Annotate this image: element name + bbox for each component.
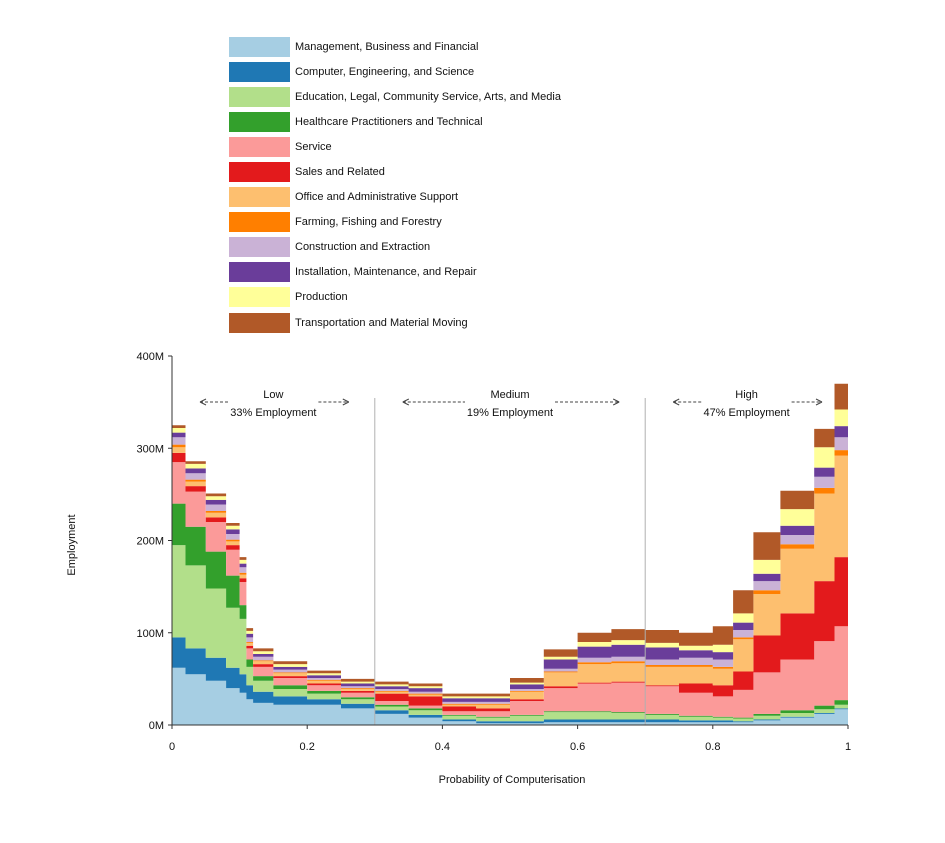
- legend-item: Management, Business and Financial: [229, 34, 589, 59]
- legend-swatch: [229, 212, 290, 233]
- legend-swatch: [229, 187, 290, 208]
- x-tick-label: 0.4: [435, 741, 450, 753]
- legend-label: Healthcare Practitioners and Technical: [295, 115, 483, 128]
- legend-swatch: [229, 136, 290, 157]
- series-areas: [172, 356, 848, 725]
- zone-label: High: [735, 389, 758, 401]
- y-axis-title: Employment: [66, 514, 78, 575]
- legend-swatch: [229, 111, 290, 132]
- legend-item: Farming, Fishing and Forestry: [229, 210, 589, 235]
- y-tick-label: 0M: [149, 720, 164, 732]
- legend-swatch: [229, 61, 290, 82]
- x-tick-label: 0.8: [705, 741, 720, 753]
- series-area-0: [172, 667, 848, 725]
- x-tick-label: 0: [169, 741, 175, 753]
- legend-item: Computer, Engineering, and Science: [229, 59, 589, 84]
- legend-label: Management, Business and Financial: [295, 40, 479, 53]
- x-tick-label: 0.2: [300, 741, 315, 753]
- legend-label: Construction and Extraction: [295, 241, 431, 254]
- legend-label: Production: [295, 291, 348, 304]
- legend-swatch: [229, 36, 290, 57]
- legend-swatch: [229, 262, 290, 283]
- axes: 0M 100M 200M 300M 400M 0 0.2 0.4 0.6 0.8 1: [136, 351, 851, 753]
- y-tick-label: 100M: [136, 628, 164, 640]
- legend-label: Farming, Fishing and Forestry: [295, 216, 442, 229]
- legend-item: Office and Administrative Support: [229, 185, 589, 210]
- legend-swatch: [229, 287, 290, 308]
- legend-item: Construction and Extraction: [229, 235, 589, 260]
- x-axis-title: Probability of Computerisation: [439, 774, 586, 786]
- zone-arrowhead-left: [672, 398, 680, 406]
- legend-label: Computer, Engineering, and Science: [295, 65, 475, 78]
- legend-label: Office and Administrative Support: [295, 191, 459, 204]
- zone-label: Medium: [490, 389, 529, 401]
- zone-arrowhead-right: [815, 398, 823, 406]
- legend-item: Healthcare Practitioners and Technical: [229, 109, 589, 134]
- x-tick-label: 1: [845, 741, 851, 753]
- zone-arrowhead-left: [199, 398, 207, 406]
- legend-label: Service: [295, 140, 332, 153]
- series-area-4: [172, 462, 848, 718]
- zone-share: 19% Employment: [467, 407, 553, 419]
- zone-arrowhead-right: [342, 398, 350, 406]
- zone-share: 33% Employment: [230, 407, 316, 419]
- legend-item: Installation, Maintenance, and Repair: [229, 260, 589, 285]
- legend-label: Education, Legal, Community Service, Art…: [295, 90, 561, 103]
- legend-swatch: [229, 86, 290, 107]
- y-tick-label: 300M: [136, 443, 164, 455]
- zone-label: Low: [263, 389, 283, 401]
- legend-item: Education, Legal, Community Service, Art…: [229, 84, 589, 109]
- y-tick-label: 200M: [136, 536, 164, 548]
- legend-swatch: [229, 237, 290, 258]
- zone-arrowhead-left: [402, 398, 410, 406]
- zone-arrowhead-right: [612, 398, 620, 406]
- legend-swatch: [229, 162, 290, 183]
- legend-label: Sales and Related: [295, 166, 385, 179]
- legend-item: Sales and Related: [229, 159, 589, 184]
- zone-markers: Low 33% Employment Medium 19% Employment Hig…: [199, 389, 823, 725]
- legend-label: Transportation and Material Moving: [295, 316, 468, 329]
- legend: Management, Business and Financial Comput…: [229, 34, 589, 335]
- y-tick-label: 400M: [136, 351, 164, 363]
- legend-item: Production: [229, 285, 589, 310]
- legend-label: Installation, Maintenance, and Repair: [295, 266, 477, 279]
- legend-item: Transportation and Material Moving: [229, 310, 589, 335]
- zone-share: 47% Employment: [703, 407, 789, 419]
- x-tick-label: 0.6: [570, 741, 585, 753]
- legend-swatch: [229, 312, 290, 333]
- legend-item: Service: [229, 134, 589, 159]
